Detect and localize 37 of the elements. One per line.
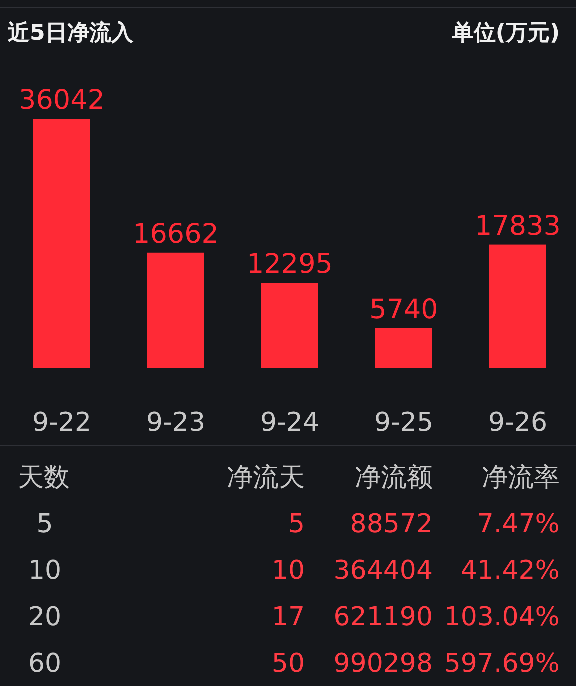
chart-title: 近5日净流入 xyxy=(7,20,134,46)
x-tick-label: 9-25 xyxy=(374,408,434,438)
text: 7.47% xyxy=(477,510,560,540)
bar xyxy=(148,252,204,368)
text: 60 xyxy=(28,649,62,679)
data-label: 36042 xyxy=(19,85,105,116)
text: 10 xyxy=(272,556,305,586)
bar xyxy=(34,119,90,368)
text: 597.69% xyxy=(444,649,560,679)
text: 20 xyxy=(28,602,62,632)
bar xyxy=(376,328,432,368)
text: 5 xyxy=(288,510,305,540)
x-tick-label: 9-26 xyxy=(488,408,548,438)
data-label: 12295 xyxy=(247,249,333,280)
bar xyxy=(490,244,546,368)
text: 41.42% xyxy=(460,556,560,586)
text: 621190 xyxy=(334,602,433,632)
text: 990298 xyxy=(334,649,433,679)
text: 净流天 xyxy=(227,463,305,493)
text: 88572 xyxy=(350,510,433,540)
chart-subtitle: 单位(万元) xyxy=(450,21,560,46)
data-label: 5740 xyxy=(370,294,438,326)
text: 103.04% xyxy=(444,602,560,632)
data-label: 16662 xyxy=(133,218,219,250)
data-label: 17833 xyxy=(475,210,561,242)
text: 364404 xyxy=(334,556,433,586)
x-tick-label: 9-22 xyxy=(32,408,92,438)
bar xyxy=(262,283,318,368)
text: 5 xyxy=(36,510,54,540)
text: 10 xyxy=(28,556,62,586)
text: 17 xyxy=(272,602,305,632)
text: 天数 xyxy=(18,463,70,493)
text: 净流率 xyxy=(482,463,560,493)
x-tick-label: 9-24 xyxy=(260,408,320,438)
text: 50 xyxy=(272,649,305,679)
text: 净流额 xyxy=(355,463,433,493)
x-tick-label: 9-23 xyxy=(146,408,206,438)
